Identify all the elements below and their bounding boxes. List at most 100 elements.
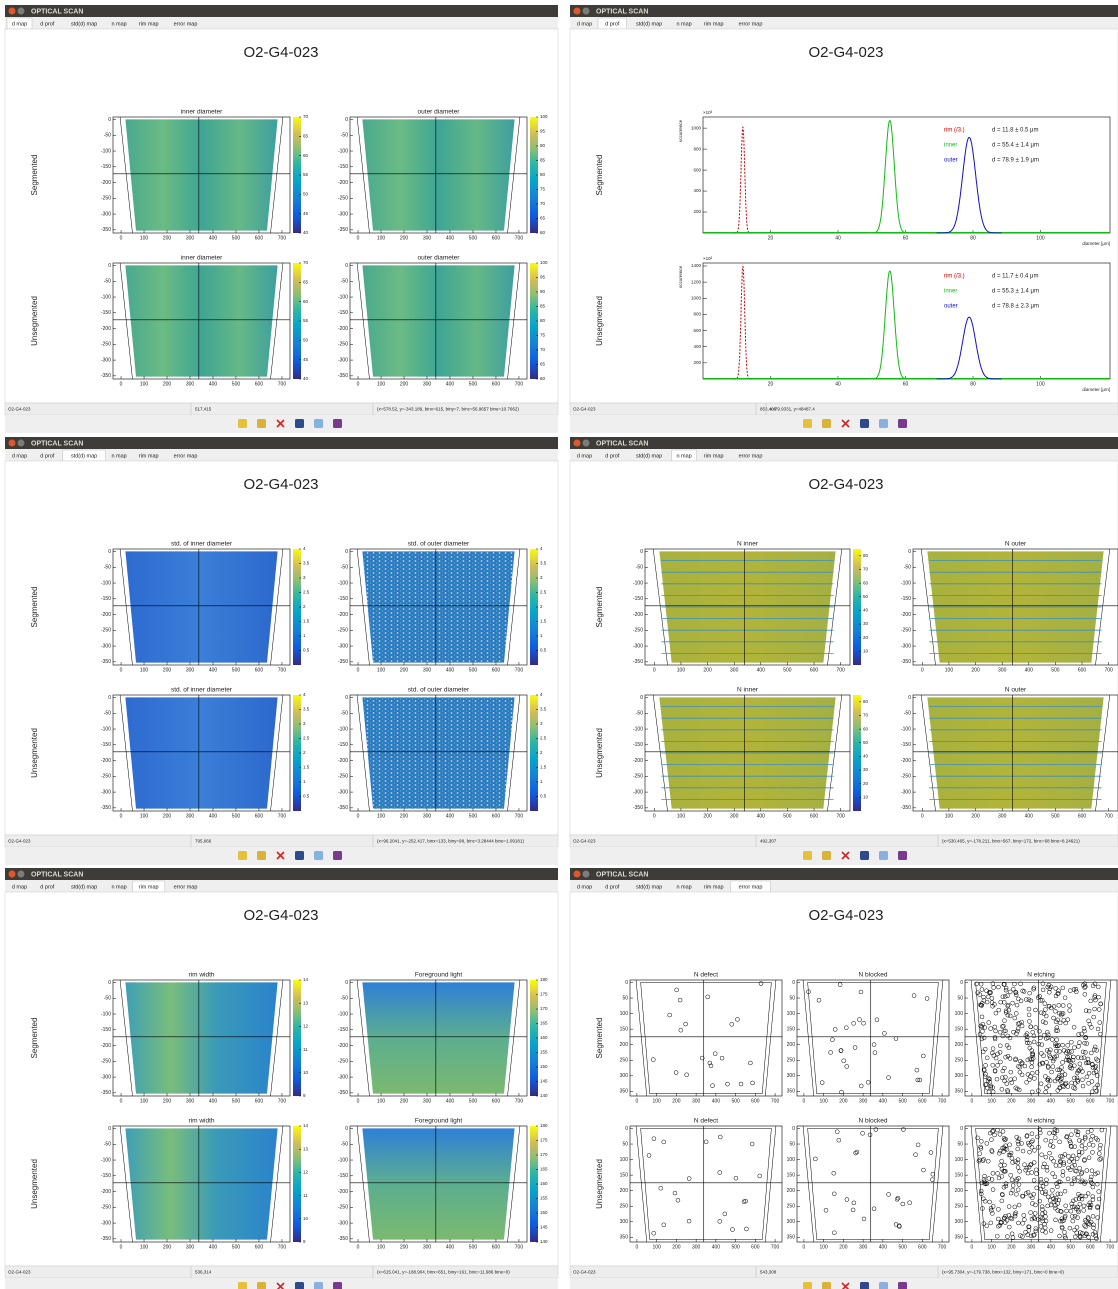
toolbar-button[interactable] <box>822 1282 831 1289</box>
tab[interactable] <box>671 881 697 892</box>
toolbar-button[interactable] <box>860 419 869 428</box>
toolbar-button[interactable] <box>898 1282 907 1289</box>
toolbar-button[interactable] <box>803 851 812 860</box>
tab-label[interactable]: d map <box>577 453 592 459</box>
tab-label[interactable]: d map <box>12 21 27 27</box>
tab[interactable] <box>165 18 206 29</box>
tab-label[interactable]: rim map <box>704 21 724 27</box>
tab-label[interactable]: error map <box>174 453 198 459</box>
toolbar-button[interactable] <box>841 851 850 860</box>
toolbar-button[interactable] <box>295 851 304 860</box>
close-button[interactable] <box>8 7 16 15</box>
tab[interactable] <box>572 450 597 461</box>
tab-label[interactable]: d prof <box>40 21 55 27</box>
tab-label[interactable]: rim map <box>139 21 159 27</box>
tab-label[interactable]: d prof <box>40 884 55 890</box>
min-button[interactable] <box>582 870 590 878</box>
toolbar-button[interactable] <box>860 1282 869 1289</box>
tab[interactable] <box>7 450 32 461</box>
min-button[interactable] <box>17 439 25 447</box>
toolbar-button[interactable] <box>803 1282 812 1289</box>
tab[interactable] <box>598 450 627 461</box>
toolbar-button[interactable] <box>314 851 323 860</box>
toolbar-button[interactable] <box>276 851 285 860</box>
tab-label[interactable]: n map <box>111 453 126 459</box>
tab-label[interactable]: n map <box>111 21 126 27</box>
tab-label[interactable]: d prof <box>605 453 620 459</box>
tab-label[interactable]: d map <box>577 884 592 890</box>
tab-label[interactable]: rim map <box>139 884 159 890</box>
min-button[interactable] <box>582 439 590 447</box>
tab-label[interactable]: d map <box>577 21 592 27</box>
tab-label[interactable]: rim map <box>704 453 724 459</box>
toolbar-button[interactable] <box>803 419 812 428</box>
tab[interactable] <box>62 18 106 29</box>
tab[interactable] <box>62 881 106 892</box>
tab[interactable] <box>33 881 62 892</box>
toolbar-button[interactable] <box>879 851 888 860</box>
tab[interactable] <box>7 881 32 892</box>
tab-label[interactable]: rim map <box>139 453 159 459</box>
toolbar-button[interactable] <box>257 1282 266 1289</box>
toolbar-button[interactable] <box>860 851 869 860</box>
tab[interactable] <box>730 18 771 29</box>
toolbar-button[interactable] <box>238 1282 247 1289</box>
tab-label[interactable]: d prof <box>605 884 620 890</box>
tab[interactable] <box>671 18 697 29</box>
tab-label[interactable]: d map <box>12 884 27 890</box>
tab[interactable] <box>697 18 730 29</box>
tab-label[interactable]: n map <box>676 884 691 890</box>
tab-label[interactable]: error map <box>174 884 198 890</box>
close-button[interactable] <box>573 870 581 878</box>
tab[interactable] <box>132 450 165 461</box>
close-button[interactable] <box>573 439 581 447</box>
tab[interactable] <box>697 881 730 892</box>
tab-label[interactable]: std(d) map <box>71 453 97 459</box>
toolbar-button[interactable] <box>257 851 266 860</box>
tab-label[interactable]: d prof <box>40 453 55 459</box>
tab-label[interactable]: error map <box>739 21 763 27</box>
tab[interactable] <box>106 18 132 29</box>
tab-label[interactable]: std(d) map <box>71 21 97 27</box>
tab-label[interactable]: error map <box>739 884 763 890</box>
toolbar-button[interactable] <box>257 419 266 428</box>
toolbar-button[interactable] <box>314 419 323 428</box>
tab[interactable] <box>627 18 671 29</box>
tab[interactable] <box>132 18 165 29</box>
tab-label[interactable]: n map <box>676 21 691 27</box>
tab[interactable] <box>165 881 206 892</box>
toolbar-button[interactable] <box>879 419 888 428</box>
tab-label[interactable]: error map <box>739 453 763 459</box>
tab[interactable] <box>697 450 730 461</box>
tab[interactable] <box>33 450 62 461</box>
tab-label[interactable]: rim map <box>704 884 724 890</box>
tab[interactable] <box>598 881 627 892</box>
tab-label[interactable]: std(d) map <box>636 453 662 459</box>
toolbar-button[interactable] <box>898 851 907 860</box>
tab[interactable] <box>627 450 671 461</box>
tab-label[interactable]: n map <box>676 453 691 459</box>
tab-label[interactable]: std(d) map <box>71 884 97 890</box>
min-button[interactable] <box>17 7 25 15</box>
tab[interactable] <box>627 881 671 892</box>
toolbar-button[interactable] <box>333 1282 342 1289</box>
tab-label[interactable]: std(d) map <box>636 884 662 890</box>
toolbar-button[interactable] <box>822 851 831 860</box>
toolbar-button[interactable] <box>898 419 907 428</box>
tab[interactable] <box>106 881 132 892</box>
toolbar-button[interactable] <box>879 1282 888 1289</box>
tab[interactable] <box>106 450 132 461</box>
min-button[interactable] <box>17 870 25 878</box>
tab[interactable] <box>165 450 206 461</box>
toolbar-button[interactable] <box>822 419 831 428</box>
toolbar-button[interactable] <box>295 419 304 428</box>
tab[interactable] <box>730 450 771 461</box>
tab-label[interactable]: d map <box>12 453 27 459</box>
tab-label[interactable]: n map <box>111 884 126 890</box>
toolbar-button[interactable] <box>276 419 285 428</box>
toolbar-button[interactable] <box>333 851 342 860</box>
tab[interactable] <box>33 18 62 29</box>
toolbar-button[interactable] <box>314 1282 323 1289</box>
close-button[interactable] <box>8 439 16 447</box>
toolbar-button[interactable] <box>238 419 247 428</box>
